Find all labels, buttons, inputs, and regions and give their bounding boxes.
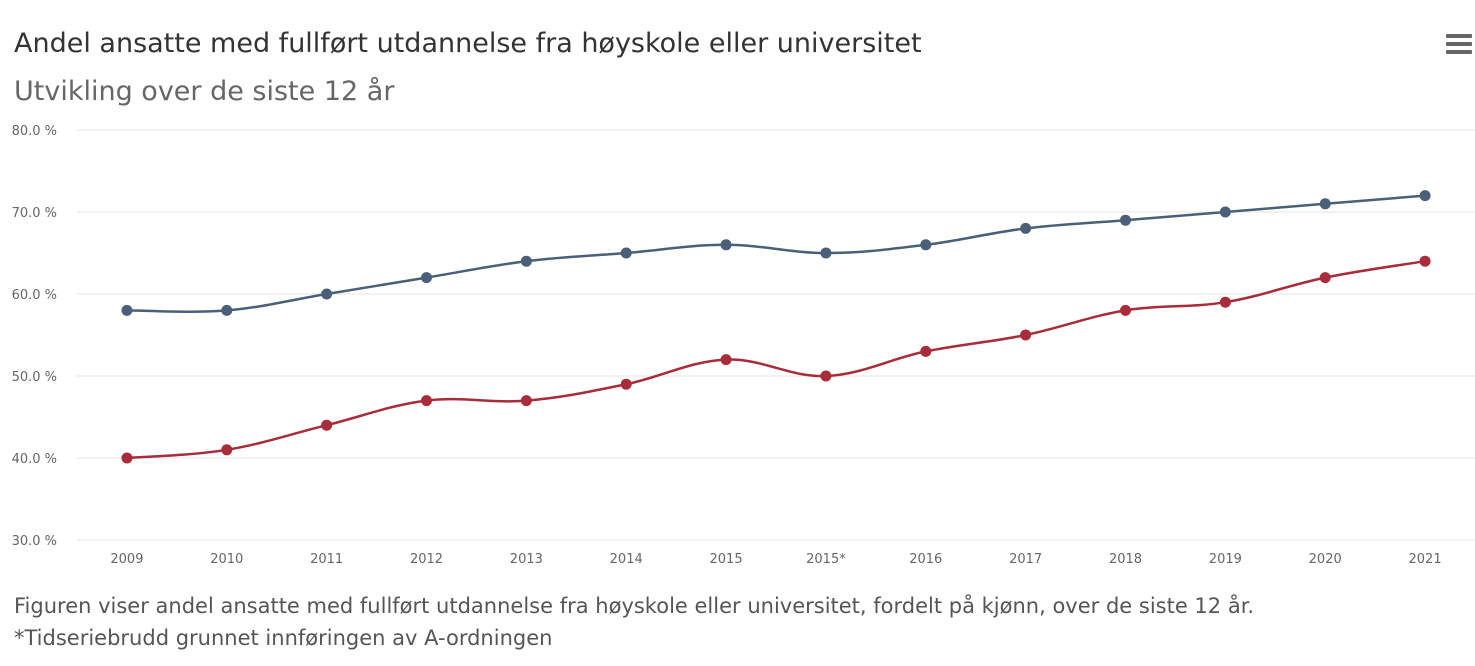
- y-tick-label: 80.0 %: [12, 124, 57, 139]
- data-point[interactable]: [520, 255, 532, 267]
- y-tick-label: 70.0 %: [12, 206, 57, 221]
- x-tick-label: 2016: [909, 552, 942, 567]
- x-tick-label: 2017: [1009, 552, 1042, 567]
- x-tick-label: 2021: [1409, 552, 1442, 567]
- data-point[interactable]: [1020, 222, 1032, 234]
- x-tick-label: 2018: [1109, 552, 1142, 567]
- data-point[interactable]: [1319, 198, 1331, 210]
- data-point[interactable]: [321, 288, 333, 300]
- data-point[interactable]: [1219, 206, 1231, 218]
- data-point[interactable]: [720, 354, 732, 366]
- data-point[interactable]: [1419, 190, 1431, 202]
- data-point[interactable]: [221, 444, 233, 456]
- data-point[interactable]: [920, 239, 932, 251]
- data-point[interactable]: [321, 419, 333, 431]
- grid-lines: [77, 129, 1475, 541]
- x-tick-label: 2015*: [806, 552, 846, 567]
- hamburger-menu-icon[interactable]: [1446, 34, 1472, 56]
- y-tick-label: 50.0 %: [12, 370, 57, 385]
- data-point[interactable]: [920, 345, 932, 357]
- y-tick-label: 60.0 %: [12, 288, 57, 303]
- x-tick-label: 2020: [1309, 552, 1342, 567]
- data-point[interactable]: [820, 370, 832, 382]
- x-tick-label: 2015: [710, 552, 743, 567]
- data-point[interactable]: [620, 378, 632, 390]
- data-point[interactable]: [221, 304, 233, 316]
- caption-line-2: *Tidseriebrudd grunnet innføringen av A-…: [14, 626, 553, 650]
- x-tick-label: 2012: [410, 552, 443, 567]
- data-point[interactable]: [1120, 304, 1131, 316]
- series-group: [121, 190, 1431, 464]
- data-point[interactable]: [121, 304, 133, 316]
- line-chart: 30.0 % 40.0 % 50.0 % 60.0 % 70.0 % 80.0 % 200…: [12, 124, 1475, 567]
- caption-line-1: Figuren viser andel ansatte med fullført…: [14, 594, 1255, 618]
- data-point[interactable]: [1419, 255, 1431, 267]
- chart-title: Andel ansatte med fullført utdannelse fr…: [14, 28, 922, 59]
- x-tick-label: 2011: [310, 552, 343, 567]
- data-point[interactable]: [1319, 272, 1331, 284]
- data-point[interactable]: [1219, 296, 1231, 308]
- series-line: [126, 259, 1426, 460]
- chart-caption: Figuren viser andel ansatte med fullført…: [14, 590, 1254, 654]
- x-tick-label: 2013: [510, 552, 543, 567]
- x-tick-label: 2009: [110, 552, 143, 567]
- x-tick-label: 2019: [1209, 552, 1242, 567]
- series-line: [126, 194, 1426, 313]
- data-point[interactable]: [620, 247, 632, 259]
- x-tick-label: 2010: [210, 552, 243, 567]
- x-axis-ticks: 2009 2010 2011 2012 2013 2014 2015 2015* 2016 201…: [110, 552, 1441, 567]
- data-point[interactable]: [720, 239, 732, 251]
- data-point[interactable]: [1120, 214, 1131, 226]
- data-point[interactable]: [421, 395, 432, 407]
- data-point[interactable]: [1020, 329, 1032, 341]
- chart-subtitle: Utvikling over de siste 12 år: [14, 76, 395, 107]
- x-tick-label: 2014: [610, 552, 643, 567]
- y-tick-label: 40.0 %: [12, 452, 57, 467]
- data-point[interactable]: [121, 452, 133, 464]
- data-point[interactable]: [820, 247, 832, 259]
- y-tick-label: 30.0 %: [12, 534, 57, 549]
- data-point[interactable]: [421, 272, 432, 284]
- data-point[interactable]: [520, 395, 532, 407]
- y-axis-ticks: 30.0 % 40.0 % 50.0 % 60.0 % 70.0 % 80.0 %: [12, 124, 57, 549]
